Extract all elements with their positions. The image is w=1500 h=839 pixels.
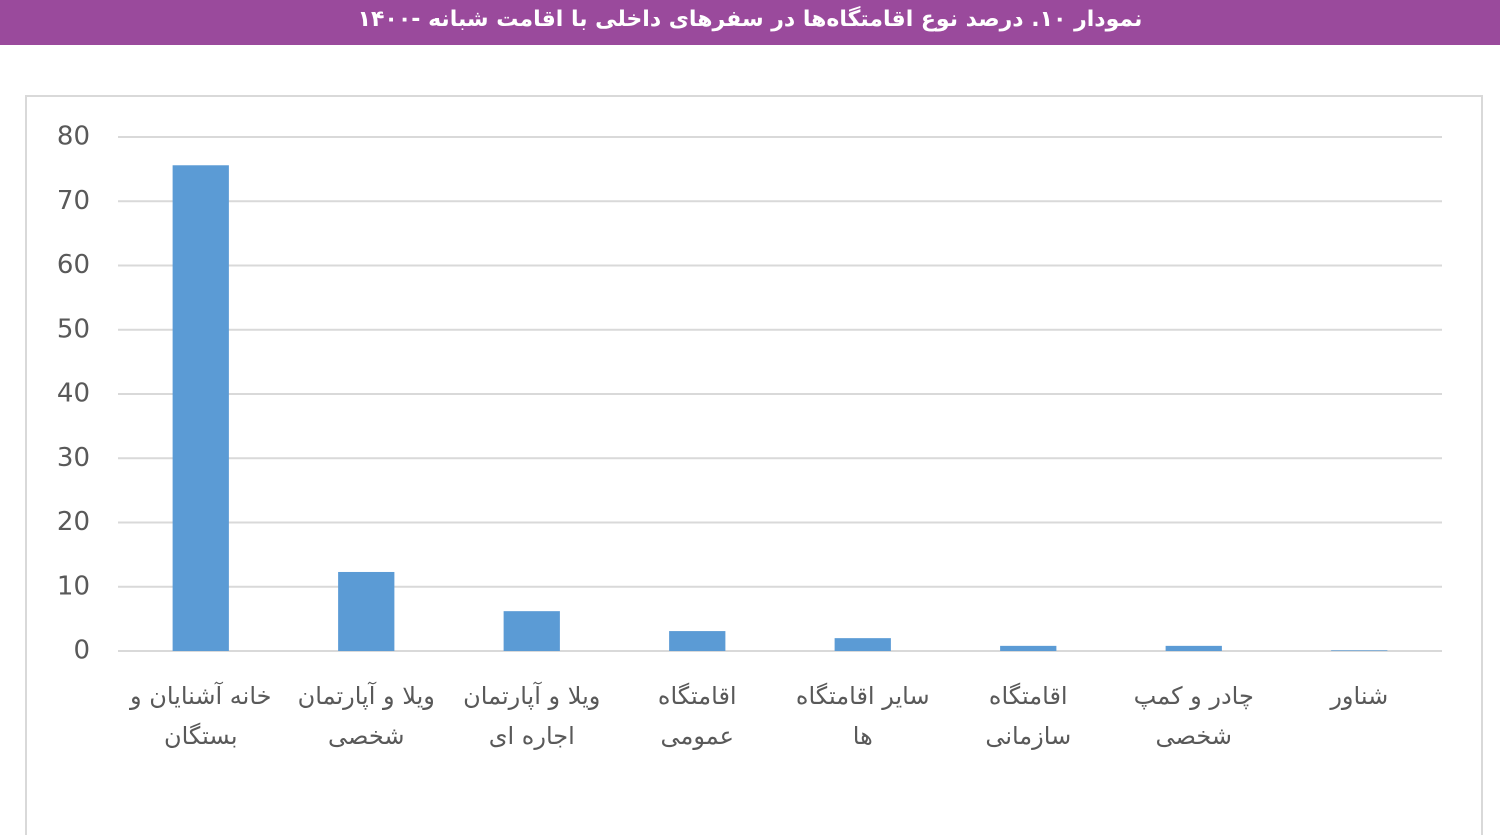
bar <box>1331 650 1388 651</box>
chart-title: نمودار ۱۰. درصد نوع اقامتگاه‌ها در سفرها… <box>0 0 1500 45</box>
x-tick-label: شناور <box>1330 682 1389 710</box>
bar <box>1165 645 1222 651</box>
bar <box>172 165 229 651</box>
y-tick-label: 0 <box>73 636 90 666</box>
chart-frame <box>25 95 1483 835</box>
y-tick-label: 60 <box>57 250 90 280</box>
x-tick-label: چادر و کمپ شخصی <box>1133 682 1254 750</box>
bar <box>503 611 560 651</box>
y-tick-label: 70 <box>57 186 90 216</box>
x-tick-label: اقامتگاه عمومی <box>657 682 737 750</box>
x-tick-label: سایر اقامتگاه ها <box>795 682 930 750</box>
x-tick-label: ویلا و آپارتمان شخصی <box>297 682 435 750</box>
bar <box>669 631 726 651</box>
y-tick-label: 50 <box>57 314 90 344</box>
bar <box>834 638 891 651</box>
y-tick-label: 40 <box>57 379 90 409</box>
bar <box>338 571 395 651</box>
y-tick-label: 80 <box>57 122 90 152</box>
y-tick-label: 10 <box>57 571 90 601</box>
bar <box>1000 645 1057 651</box>
y-tick-label: 30 <box>57 443 90 473</box>
x-tick-label: خانه آشنایان و بستگان <box>130 682 272 750</box>
x-tick-label: ویلا و آپارتمان اجاره ای <box>463 682 601 750</box>
x-tick-label: اقامتگاه سازمانی <box>985 682 1072 750</box>
y-tick-label: 20 <box>57 507 90 537</box>
